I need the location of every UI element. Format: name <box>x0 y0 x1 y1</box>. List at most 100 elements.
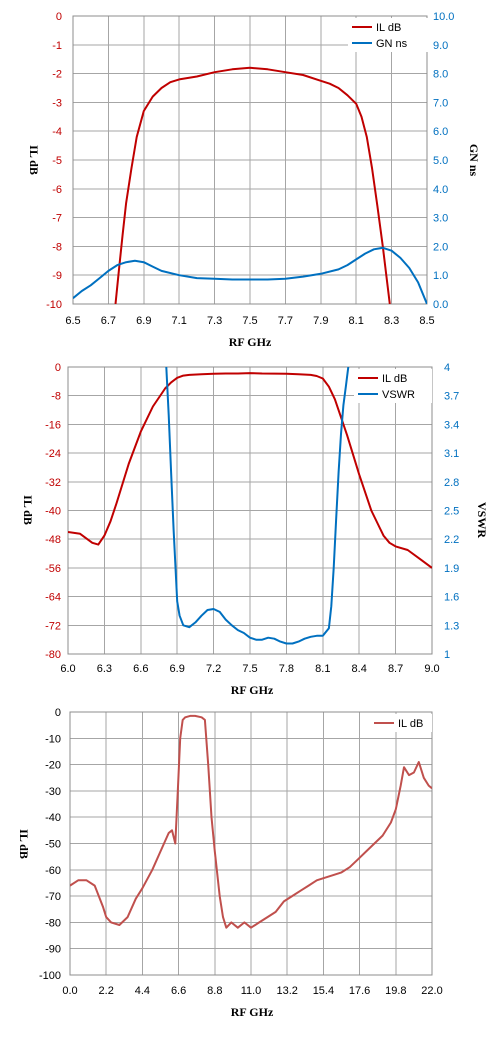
y2-tick-label: 3.4 <box>444 419 459 431</box>
y2-tick-label: 2.0 <box>433 241 448 253</box>
x-tick-label: 0.0 <box>62 985 77 997</box>
x-tick-label: 17.6 <box>349 985 370 997</box>
legend-label: VSWR <box>382 389 415 401</box>
chart-1-series <box>73 66 427 304</box>
x-tick-label: 15.4 <box>313 985 334 997</box>
y-tick-label: -64 <box>45 592 61 604</box>
chart-2-x-axis-title: RF GHz <box>231 683 274 696</box>
x-tick-label: 8.7 <box>388 663 403 675</box>
chart-3-legend: IL dB <box>370 714 432 732</box>
x-tick-label: 6.9 <box>136 315 151 327</box>
y-tick-label: -100 <box>39 970 61 982</box>
series-line-gn-ns <box>73 246 427 304</box>
y-tick-label: 0 <box>56 11 62 23</box>
chart-1-group-delay: 6.5 6.7 6.9 7.1 7.3 7.5 7.7 7.9 8.1 8.3 8.5 0 -1 -2 -3… <box>27 11 481 349</box>
y-tick-label: -9 <box>52 270 62 282</box>
x-tick-label: 13.2 <box>276 985 297 997</box>
series-line-il-db <box>68 372 432 569</box>
chart-1-plot-frame <box>72 15 428 305</box>
x-tick-label: 7.5 <box>242 663 257 675</box>
x-tick-label: 4.4 <box>135 985 150 997</box>
legend-label: GN ns <box>376 38 408 50</box>
chart-2-legend: IL dB VSWR <box>354 369 432 403</box>
y-tick-label: -20 <box>45 760 61 772</box>
x-tick-label: 8.3 <box>384 315 399 327</box>
y-tick-label: -5 <box>52 155 62 167</box>
chart-1-x-axis-title: RF GHz <box>229 335 272 349</box>
series-line-il-db <box>114 66 391 304</box>
chart-2-ticks: 6.0 6.3 6.6 6.9 7.2 7.5 7.8 8.1 8.4 8.7 9.0 0 -8 -16 -… <box>45 362 459 675</box>
y2-tick-label: 0.0 <box>433 299 448 311</box>
y2-tick-label: 10.0 <box>433 11 454 23</box>
y-tick-label: -56 <box>45 563 61 575</box>
chart-2-series <box>68 367 432 645</box>
y-tick-label: -32 <box>45 477 61 489</box>
x-tick-label: 8.1 <box>349 315 364 327</box>
x-tick-label: 22.0 <box>421 985 442 997</box>
y2-tick-label: 2.8 <box>444 477 459 489</box>
y-tick-label: -90 <box>45 944 61 956</box>
chart-2-gridlines <box>68 367 432 654</box>
x-tick-label: 2.2 <box>99 985 114 997</box>
y2-tick-label: 3.7 <box>444 391 459 403</box>
y-tick-label: -2 <box>52 69 62 81</box>
y2-tick-label: 5.0 <box>433 155 448 167</box>
series-line-vswr <box>165 367 350 645</box>
y-tick-label: -80 <box>45 649 61 661</box>
chart-3-ticks: 0.0 2.2 4.4 6.6 8.8 11.0 13.2 15.4 17.6 19.8 22.0 0… <box>39 707 443 997</box>
chart-3-wideband: 0.0 2.2 4.4 6.6 8.8 11.0 13.2 15.4 17.6 19.8 22.0 0… <box>17 707 443 1019</box>
y-tick-label: -30 <box>45 786 61 798</box>
x-tick-label: 8.1 <box>315 663 330 675</box>
y-tick-label: -8 <box>52 241 62 253</box>
x-tick-label: 7.8 <box>279 663 294 675</box>
x-tick-label: 9.0 <box>424 663 439 675</box>
y-tick-label: -8 <box>51 391 61 403</box>
legend-box <box>370 714 432 732</box>
y-tick-label: -3 <box>52 97 62 109</box>
x-tick-label: 8.4 <box>352 663 367 675</box>
chart-1-gridlines <box>73 16 427 304</box>
y-tick-label: -50 <box>45 839 61 851</box>
y-tick-label: -60 <box>45 865 61 877</box>
y-tick-label: -16 <box>45 419 61 431</box>
y2-tick-label: 1.9 <box>444 563 459 575</box>
chart-3-series <box>70 714 432 929</box>
chart-2-vswr: 6.0 6.3 6.6 6.9 7.2 7.5 7.8 8.1 8.4 8.7 9.0 0 -8 -16 -… <box>21 362 489 696</box>
y2-tick-label: 7.0 <box>433 97 448 109</box>
y-tick-label: -1 <box>52 40 62 52</box>
x-tick-label: 6.6 <box>171 985 186 997</box>
legend-label: IL dB <box>376 22 401 34</box>
y-tick-label: -7 <box>52 213 62 225</box>
x-tick-label: 19.8 <box>385 985 406 997</box>
y-tick-label: -24 <box>45 448 61 460</box>
y2-tick-label: 1.6 <box>444 592 459 604</box>
legend-box <box>348 18 428 52</box>
x-tick-label: 11.0 <box>241 985 262 997</box>
series-line-il-db <box>70 714 432 929</box>
y2-tick-label: 2.5 <box>444 506 459 518</box>
chart-2-y-axis-title: IL dB <box>21 495 35 525</box>
y2-tick-label: 4.0 <box>433 184 448 196</box>
chart-2-plot-frame <box>67 366 433 655</box>
y-tick-label: -40 <box>45 506 61 518</box>
y2-tick-label: 3.0 <box>433 213 448 225</box>
legend-label: IL dB <box>382 373 407 385</box>
y2-tick-label: 3.1 <box>444 448 459 460</box>
x-tick-label: 7.9 <box>313 315 328 327</box>
y-tick-label: 0 <box>55 362 61 374</box>
x-tick-label: 7.3 <box>207 315 222 327</box>
y2-tick-label: 9.0 <box>433 40 448 52</box>
legend-box <box>354 369 432 403</box>
y-tick-label: -4 <box>52 126 62 138</box>
x-tick-label: 6.0 <box>60 663 75 675</box>
y-tick-label: -70 <box>45 891 61 903</box>
y2-tick-label: 2.2 <box>444 534 459 546</box>
x-tick-label: 7.5 <box>242 315 257 327</box>
x-tick-label: 7.2 <box>206 663 221 675</box>
y-tick-label: -80 <box>45 917 61 929</box>
chart-3-y-axis-title: IL dB <box>17 829 31 859</box>
y2-tick-label: 1 <box>444 649 450 661</box>
y2-tick-label: 1.0 <box>433 270 448 282</box>
x-tick-label: 6.6 <box>133 663 148 675</box>
y2-tick-label: 4 <box>444 362 450 374</box>
